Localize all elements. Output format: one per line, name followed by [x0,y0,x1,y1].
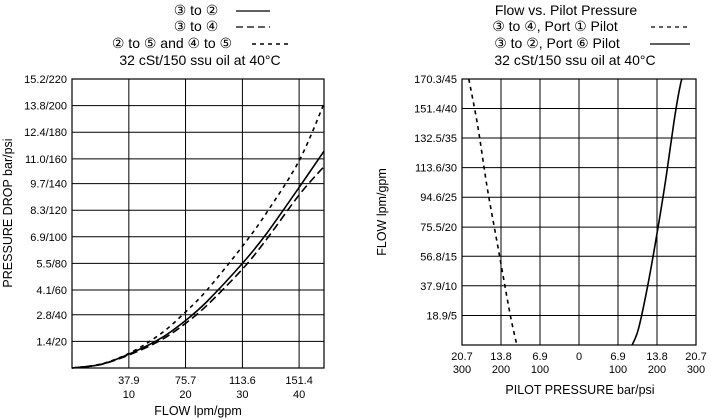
y-tick-label: 132.5/35 [414,133,457,145]
x-tick-label: 151.4 [285,375,313,387]
y-tick-label: 11.0/160 [25,154,67,166]
legend-label-3to2: ③ to ② [174,2,219,18]
legend-label-3to2-pilot6: ③ to ②, Port ⑥ Pilot [494,35,620,51]
x-tick-label: 0 [576,351,582,363]
x-tick-label: 20.7 [685,351,706,363]
series-line-shortdash [468,78,518,346]
x-tick-label: 113.6 [229,375,256,387]
y-tick-label: 6.9/100 [30,232,67,244]
y-tick-label: 37.9/10 [420,281,457,293]
x-tick-label: 13.8 [646,351,667,363]
legend-label-2to5-4to5: ② to ⑤ and ④ to ⑤ [112,35,232,51]
x-tick-label-secondary: 20 [179,389,191,401]
x-tick-label-secondary: 200 [492,364,510,376]
right-series [468,78,683,346]
x-tick-label-secondary: 300 [687,364,705,376]
series-line-shortdash [71,103,325,369]
right-chart-title: Flow vs. Pilot Pressure [495,2,638,18]
y-tick-label: 5.5/80 [36,258,67,270]
y-tick-label: 2.8/40 [36,310,67,322]
y-tick-label: 12.4/180 [24,127,67,139]
y-tick-label: 9.7/140 [30,179,67,191]
y-tick-label: 113.6/30 [415,163,457,175]
y-tick-label: 15.2/220 [24,74,67,86]
x-tick-label-secondary: 40 [293,389,305,401]
left-plot-area [71,78,325,369]
left-x-tick-labels: 37.9 10 75.7 20 113.6 30 151.4 40 [118,375,313,401]
legend-label-3to4: ③ to ④ [174,18,219,34]
series-line-longdash [71,165,325,369]
right-y-axis-label: FLOW lpm/gpm [375,168,389,256]
y-tick-label: 18.9/5 [426,310,457,322]
y-tick-label: 56.8/15 [420,251,457,263]
x-tick-label: 13.8 [490,351,511,363]
right-chart-subtitle: 32 cSt/150 ssu oil at 40°C [494,52,655,68]
left-y-axis-label: PRESSURE DROP bar/psi [1,138,15,287]
y-tick-label: 8.3/120 [30,205,67,217]
pressure-drop-chart: ③ to ② ③ to ④ ② to ⑤ and ④ to ⑤ 32 cSt/1… [1,2,325,418]
x-tick-label-secondary: 10 [123,389,135,401]
x-tick-label: 37.9 [118,375,139,387]
y-tick-label: 13.8/200 [24,101,67,113]
y-tick-label: 151.4/40 [414,104,457,116]
x-tick-label-secondary: 100 [531,364,549,376]
left-x-axis-label: FLOW lpm/gpm [154,404,242,418]
x-tick-label: 20.7 [451,351,472,363]
x-tick-label-secondary: 100 [609,364,627,376]
left-chart-subtitle: 32 cSt/150 ssu oil at 40°C [119,52,280,68]
series-line-solid [631,78,683,346]
left-series [71,103,325,369]
y-tick-label: 94.6/25 [420,192,457,204]
y-tick-label: 4.1/60 [36,285,67,297]
y-tick-label: 75.5/20 [420,222,457,234]
x-tick-label: 75.7 [175,375,196,387]
right-y-tick-labels: 18.9/5 37.9/10 56.8/15 75.5/20 94.6/25 113.6/… [414,74,457,322]
x-tick-label-secondary: 300 [453,364,471,376]
x-tick-label-secondary: 200 [648,364,666,376]
legend-label-3to4-pilot1: ③ to ④, Port ① Pilot [492,18,618,34]
x-tick-label: 6.9 [532,351,547,363]
left-y-tick-labels: 1.4/20 2.8/40 4.1/60 5.5/80 6.9/100 8.3/120 9.… [24,74,67,348]
y-tick-label: 1.4/20 [36,336,67,348]
series-line-solid [71,150,325,369]
left-gridlines [72,79,324,368]
x-tick-label: 6.9 [610,351,625,363]
flow-vs-pilot-chart: Flow vs. Pilot Pressure ③ to ④, Port ① P… [375,2,707,397]
y-tick-label: 170.3/45 [414,74,457,86]
right-gridlines [462,79,696,345]
x-tick-label-secondary: 30 [236,389,248,401]
right-x-axis-label: PILOT PRESSURE bar/psi [505,383,654,397]
